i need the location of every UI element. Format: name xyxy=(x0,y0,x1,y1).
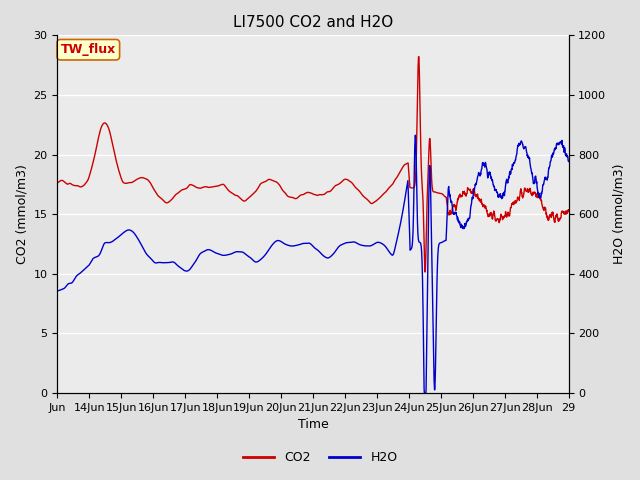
CO2 xyxy=(564,207,572,213)
CO2 xyxy=(496,217,504,223)
H2O xyxy=(496,192,504,198)
H2O xyxy=(54,288,61,294)
Line: H2O: H2O xyxy=(58,135,568,393)
CO2 xyxy=(344,177,351,182)
H2O xyxy=(558,139,566,145)
Title: LI7500 CO2 and H2O: LI7500 CO2 and H2O xyxy=(233,15,393,30)
CO2 xyxy=(467,190,475,196)
Line: CO2: CO2 xyxy=(58,57,568,272)
Y-axis label: H2O (mmol/m3): H2O (mmol/m3) xyxy=(612,164,625,264)
H2O xyxy=(412,132,419,138)
CO2 xyxy=(104,125,112,131)
H2O xyxy=(344,240,351,245)
H2O xyxy=(564,158,572,164)
CO2 xyxy=(215,183,223,189)
CO2 xyxy=(558,208,566,214)
H2O xyxy=(215,251,223,257)
Legend: CO2, H2O: CO2, H2O xyxy=(237,446,403,469)
H2O xyxy=(420,390,428,396)
X-axis label: Time: Time xyxy=(298,419,328,432)
H2O xyxy=(467,203,475,208)
H2O xyxy=(104,240,112,246)
CO2 xyxy=(421,269,429,275)
CO2 xyxy=(54,180,61,185)
Text: TW_flux: TW_flux xyxy=(61,43,116,56)
CO2 xyxy=(415,54,422,60)
Y-axis label: CO2 (mmol/m3): CO2 (mmol/m3) xyxy=(15,164,28,264)
